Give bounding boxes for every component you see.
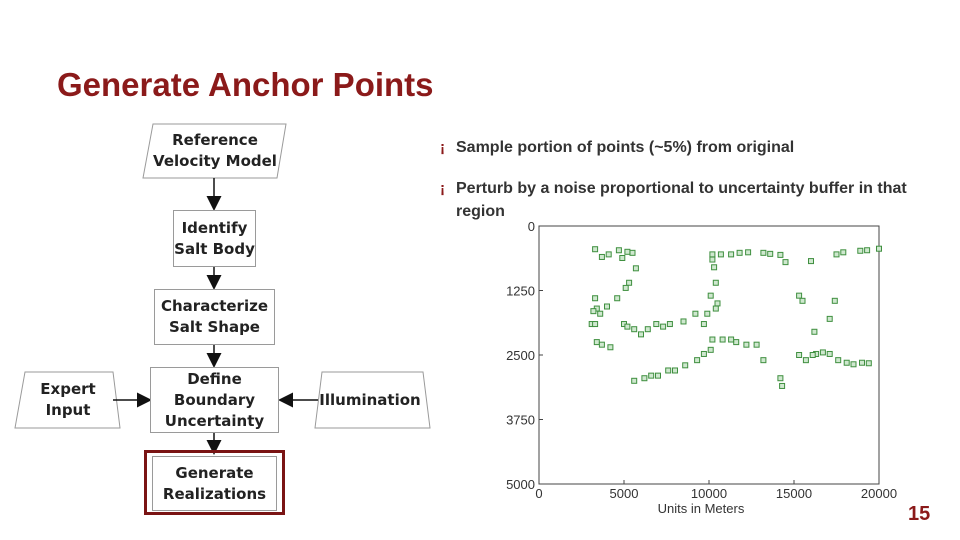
bullet-item: ¡ Sample portion of points (~5%) from or…: [440, 136, 910, 159]
bullet-list: ¡ Sample portion of points (~5%) from or…: [440, 136, 910, 241]
expert-shape: [14, 371, 121, 429]
identify-salt-body: Identify Salt Body: [173, 210, 256, 267]
generate-realizations: Generate Realizations: [152, 456, 277, 511]
illumination-shape: [314, 371, 431, 429]
bullet-marker: ¡: [440, 180, 445, 197]
reference-velocity-model: Reference Velocity Model: [153, 131, 277, 170]
characterize-salt-shape: Characterize Salt Shape: [154, 289, 275, 345]
define-boundary-uncertainty: Define Boundary Uncertainty: [150, 367, 279, 433]
expert-input: Expert Input: [40, 380, 96, 419]
reference-shape: [142, 123, 287, 179]
bullet-text: Sample portion of points (~5%) from orig…: [456, 139, 795, 156]
generate-highlight-border: [144, 450, 285, 515]
slide-title: Generate Anchor Points: [57, 66, 434, 103]
page-number: 15: [908, 503, 931, 525]
bullet-marker: ¡: [440, 139, 445, 156]
bullet-text: Perturb by a noise proportional to uncer…: [456, 180, 907, 220]
bullet-item: ¡ Perturb by a noise proportional to unc…: [440, 177, 910, 223]
illumination: Illumination: [319, 390, 421, 409]
